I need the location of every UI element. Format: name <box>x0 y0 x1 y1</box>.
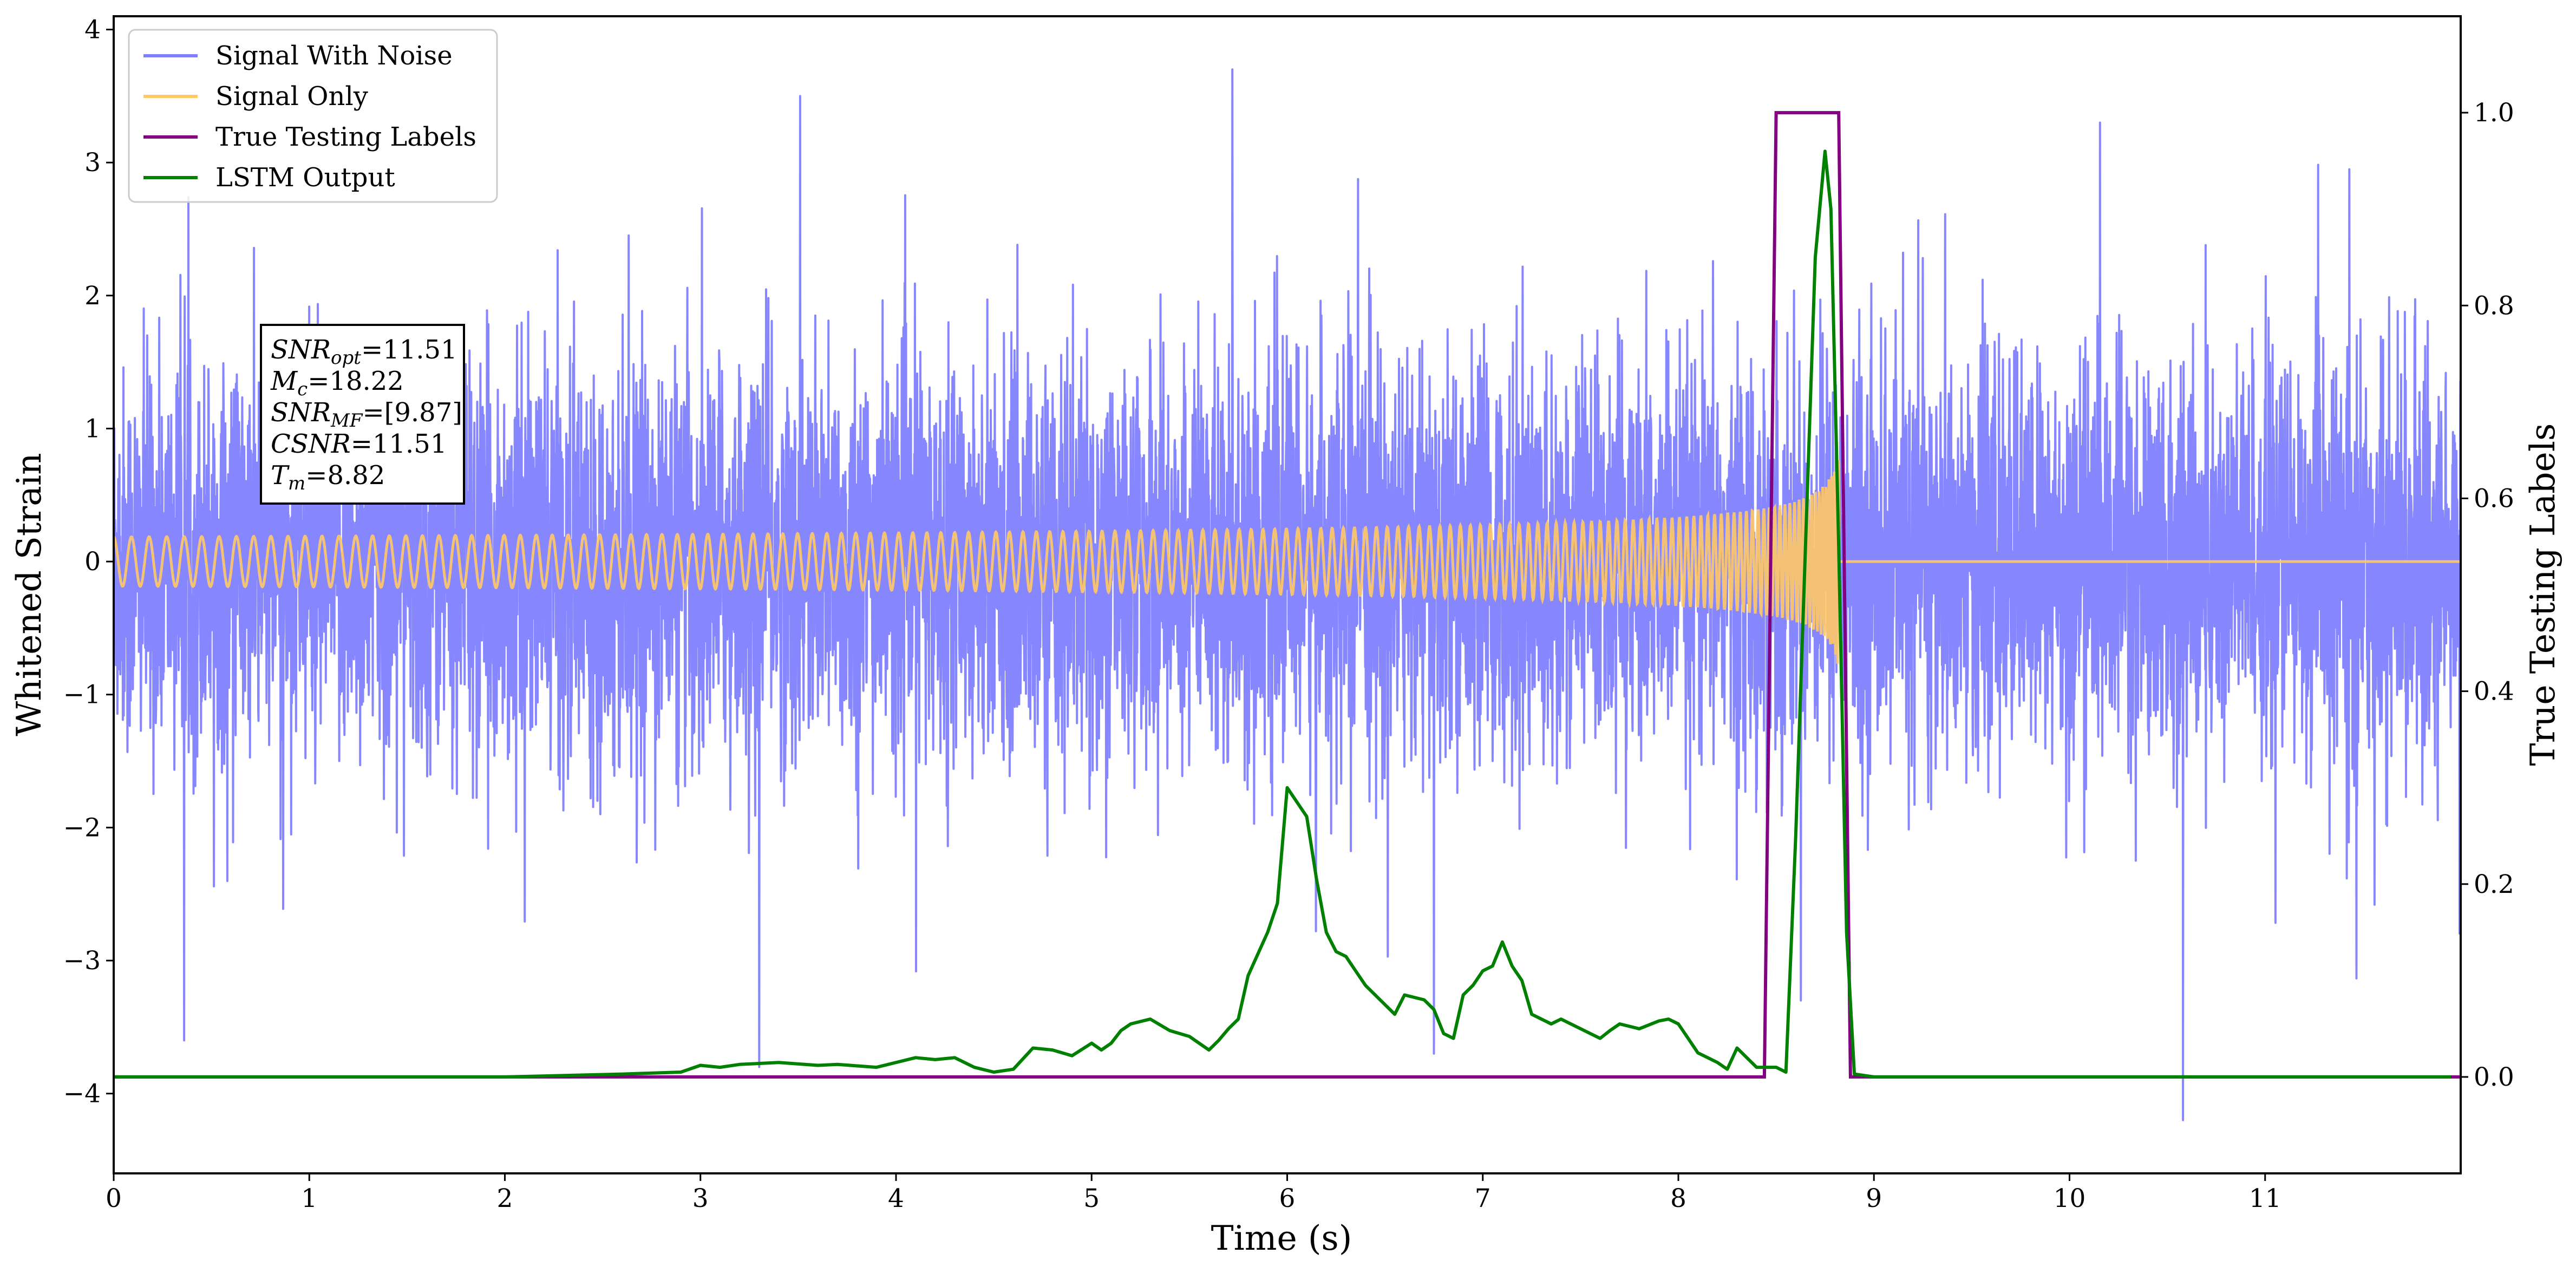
x-tick-label: 8 <box>1670 1184 1686 1213</box>
annotation-line: Tm=8.82 <box>271 460 385 494</box>
y-tick-label: 1 <box>84 414 101 443</box>
annotation-lines: SNRopt=11.51Mc=18.22SNRMF=[9.87]CSNR=11.… <box>270 335 462 494</box>
y-tick-label: 3 <box>84 148 101 178</box>
y2-axis-ticks: 0.0 0.2 0.4 0.6 0.8 1.0 <box>2461 98 2514 1092</box>
x-tick-label: 11 <box>2249 1184 2281 1213</box>
y-tick-label: 4 <box>84 15 101 45</box>
x-tick-label: 10 <box>2054 1184 2086 1213</box>
annotation-frame <box>260 324 465 505</box>
annotation-value: =11.51 <box>351 429 447 459</box>
x-tick-label: 0 <box>106 1184 122 1213</box>
y-tick-label: −4 <box>63 1079 101 1109</box>
y-tick-label: −3 <box>63 946 101 976</box>
y2-tick-label: 1.0 <box>2474 98 2514 128</box>
y-axis-label: Whitened Strain <box>9 453 49 736</box>
annotation-symbol: T <box>271 460 290 491</box>
y2-tick-label: 0.0 <box>2474 1062 2514 1092</box>
annotation-box: SNRopt=11.51Mc=18.22SNRMF=[9.87]CSNR=11.… <box>260 324 465 505</box>
annotation-line: SNRopt=11.51 <box>271 335 457 369</box>
x-axis-label: Time (s) <box>1211 1218 1352 1258</box>
y2-tick-label: 0.8 <box>2474 291 2514 321</box>
x-tick-label: 7 <box>1475 1184 1491 1213</box>
annotation-subscript: m <box>288 473 305 494</box>
annotation-symbol: M <box>270 366 298 396</box>
x-tick-label: 1 <box>301 1184 317 1213</box>
annotation-value: =18.22 <box>308 366 404 396</box>
legend-box <box>128 29 498 203</box>
series-line-signal-only <box>114 460 2461 664</box>
annotation-value: =[9.87] <box>362 397 462 428</box>
annotation-value: =11.51 <box>361 335 457 365</box>
y2-tick-label: 0.2 <box>2474 870 2514 899</box>
y2-tick-label: 0.4 <box>2474 677 2514 707</box>
annotation-value: =8.82 <box>305 460 385 491</box>
annotation-symbol: CSNR <box>271 429 351 459</box>
x-tick-label: 6 <box>1279 1184 1296 1213</box>
legend-label-lstm-output: LSTM Output <box>215 162 395 193</box>
annotation-symbol: SNR <box>271 335 331 365</box>
x-axis-ticks: 0 1 2 3 4 5 6 7 8 9 10 11 <box>106 1173 2281 1213</box>
legend-label-signal-with-noise: Signal With Noise <box>215 41 453 71</box>
y-tick-label: 0 <box>84 547 101 577</box>
legend-label-true-testing-labels: True Testing Labels <box>215 122 476 152</box>
legend: Signal With Noise Signal Only True Testi… <box>128 29 498 203</box>
x-tick-label: 2 <box>497 1184 513 1213</box>
plot-area <box>114 68 2461 1121</box>
y2-tick-label: 0.6 <box>2474 484 2514 513</box>
annotation-line: Mc=18.22 <box>270 366 404 400</box>
y2-axis-label: True Testing Labels <box>2523 423 2562 766</box>
legend-label-signal-only: Signal Only <box>215 81 368 112</box>
x-tick-label: 4 <box>888 1184 904 1213</box>
x-tick-label: 5 <box>1083 1184 1100 1213</box>
y-axis-ticks: −4 −3 −2 −1 0 1 2 3 4 <box>63 15 114 1109</box>
y-tick-label: 2 <box>84 281 101 311</box>
x-tick-label: 3 <box>692 1184 709 1213</box>
annotation-symbol: SNR <box>271 397 331 428</box>
annotation-line: CSNR=11.51 <box>271 429 447 459</box>
series-line-signal-with-noise <box>114 68 2461 1121</box>
y-tick-label: −1 <box>63 680 101 710</box>
series-line-lstm-output <box>114 149 2451 1079</box>
annotation-line: SNRMF=[9.87] <box>271 397 462 432</box>
annotation-subscript: MF <box>330 410 363 432</box>
annotation-subscript: opt <box>331 347 361 369</box>
annotation-subscript: c <box>297 378 308 400</box>
x-tick-label: 9 <box>1866 1184 1882 1213</box>
y-tick-label: −2 <box>63 813 101 843</box>
